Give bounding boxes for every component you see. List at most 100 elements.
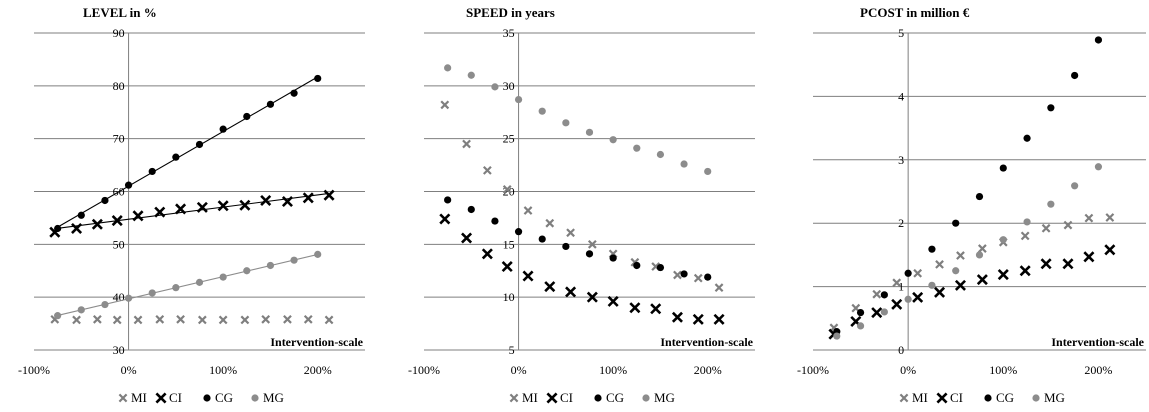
chart-panel-1: 30405060708090-100%0%100%200%LEVEL in %I… (18, 5, 365, 405)
point-marker-3-5 (172, 284, 180, 292)
point-marker-3-8 (633, 144, 641, 152)
point-marker-3-6 (195, 278, 204, 286)
y-tick-label: 25 (503, 132, 515, 146)
point-marker-3-3 (124, 294, 133, 302)
point-marker-2-9 (266, 100, 275, 108)
point-marker-1-12 (302, 192, 314, 204)
point-marker-1-9 (629, 302, 641, 314)
point-marker-3-1 (467, 71, 475, 79)
point-marker-2-9 (1047, 104, 1055, 112)
legend-label: MI (912, 390, 928, 405)
point-marker-3-2 (101, 300, 109, 309)
point-marker-2-11 (314, 74, 322, 83)
point-marker-1-3 (501, 261, 513, 273)
point-marker-1-8 (607, 295, 619, 307)
point-marker-0-4 (913, 268, 923, 278)
point-marker-2-7 (999, 164, 1007, 172)
point-marker-1-12 (692, 313, 704, 325)
point-marker-0-9 (1020, 231, 1030, 241)
point-marker-3-4 (538, 107, 546, 115)
point-marker-1-10 (260, 194, 272, 207)
y-tick-label: 3 (898, 153, 904, 167)
point-marker-1-8 (997, 269, 1009, 281)
point-marker-3-0 (444, 64, 452, 72)
point-marker-0-13 (714, 283, 724, 293)
point-marker-0-7 (197, 315, 207, 325)
point-marker-2-10 (290, 89, 298, 97)
x-tick-label: 0% (121, 363, 137, 377)
point-marker-2-2 (491, 217, 499, 225)
point-marker-2-8 (633, 261, 641, 270)
point-marker-1-3 (891, 298, 903, 310)
chart-title: PCOST in million € (860, 5, 970, 20)
point-marker-0-6 (956, 251, 965, 260)
point-marker-3-10 (1071, 182, 1079, 190)
point-marker-3-7 (609, 136, 617, 144)
point-marker-3-4 (928, 281, 936, 289)
x-axis-label: Intervention-scale (270, 335, 363, 349)
legend-label: CI (169, 390, 182, 405)
y-tick-label: 1 (898, 280, 904, 294)
point-marker-1-9 (239, 199, 251, 211)
point-marker-legend-0 (899, 393, 909, 403)
point-marker-0-11 (283, 314, 292, 324)
point-marker-legend-2 (594, 394, 602, 402)
point-marker-legend-2 (984, 394, 992, 402)
point-marker-1-5 (544, 281, 556, 293)
x-tick-label: 200% (694, 363, 722, 377)
legend-label: MI (522, 390, 538, 405)
point-marker-1-13 (323, 189, 335, 201)
series-CI (49, 189, 335, 238)
point-marker-2-3 (904, 269, 912, 277)
point-marker-2-1 (856, 308, 865, 317)
point-marker-2-5 (952, 219, 960, 227)
point-marker-2-10 (680, 270, 688, 278)
point-marker-legend-3 (642, 394, 650, 402)
y-tick-label: 5 (509, 343, 515, 357)
point-marker-2-0 (54, 224, 62, 233)
y-tick-label: 0 (898, 343, 904, 357)
point-marker-1-5 (154, 206, 166, 218)
point-marker-2-4 (928, 245, 936, 253)
point-marker-1-13 (713, 313, 725, 325)
point-marker-0-5 (545, 218, 555, 228)
chart-title: SPEED in years (466, 5, 555, 20)
legend: MI CI CG MG (118, 390, 284, 405)
point-marker-1-7 (976, 274, 988, 286)
point-marker-3-0 (833, 332, 841, 340)
point-marker-1-10 (1040, 258, 1052, 270)
point-marker-2-5 (562, 242, 570, 251)
point-marker-0-9 (240, 315, 250, 325)
trend-line-CG (57, 76, 318, 228)
point-marker-3-3 (904, 295, 912, 303)
point-marker-0-2 (872, 289, 882, 299)
point-marker-1-1 (71, 222, 83, 235)
point-marker-1-0 (439, 213, 451, 225)
point-marker-2-3 (514, 228, 523, 236)
point-marker-2-4 (538, 235, 546, 243)
point-marker-3-1 (77, 306, 85, 314)
point-marker-3-3 (514, 95, 523, 104)
point-marker-3-8 (1023, 218, 1031, 226)
point-marker-3-2 (880, 308, 888, 316)
point-marker-1-4 (912, 291, 924, 303)
point-marker-0-10 (261, 314, 271, 324)
series-CG (444, 196, 712, 281)
point-marker-3-10 (290, 256, 298, 264)
point-marker-0-3 (892, 278, 902, 288)
point-marker-1-4 (132, 210, 144, 222)
point-marker-0-2 (482, 165, 492, 175)
point-marker-legend-0 (118, 393, 128, 403)
point-marker-1-2 (871, 307, 883, 319)
point-marker-3-7 (219, 273, 227, 281)
legend-label: MG (654, 390, 675, 405)
trend-line-MG (57, 253, 318, 316)
point-marker-3-9 (1047, 200, 1055, 208)
point-marker-1-5 (934, 286, 946, 298)
point-marker-legend-3 (251, 394, 259, 402)
point-marker-2-6 (585, 250, 594, 258)
x-tick-label: 200% (1084, 363, 1112, 377)
point-marker-1-11 (1062, 258, 1074, 270)
point-marker-2-7 (609, 254, 617, 262)
point-marker-0-3 (502, 185, 512, 194)
